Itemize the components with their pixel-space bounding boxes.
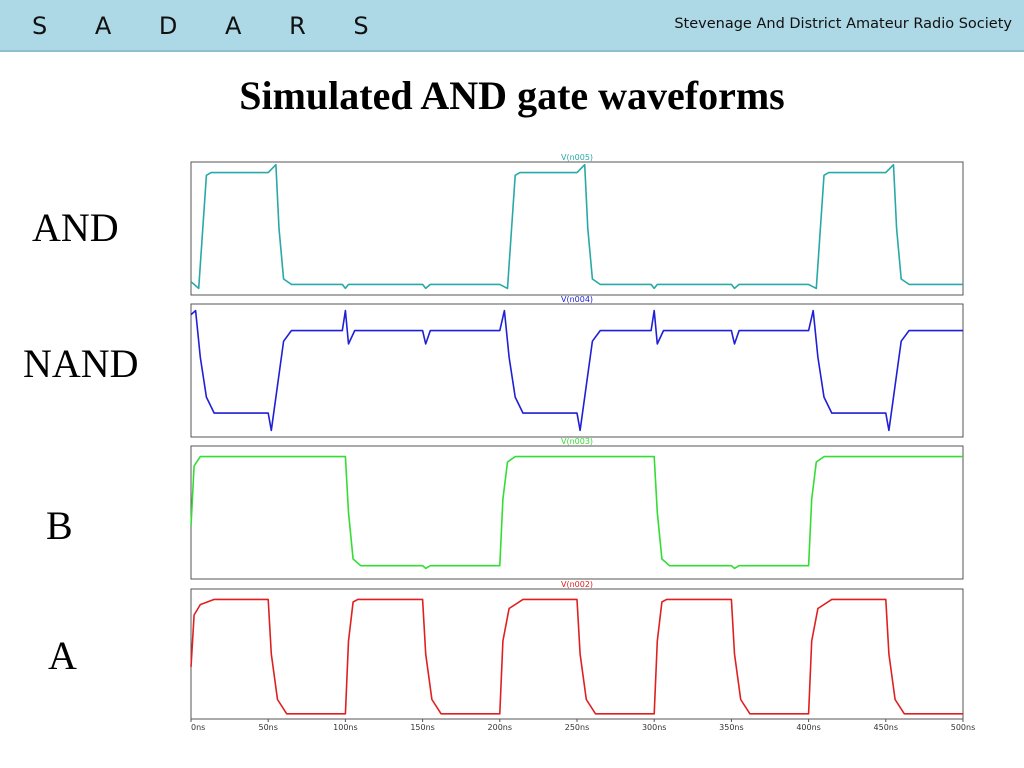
x-tick-label-7: 350ns (719, 723, 744, 732)
header-bar: S A D A R S Stevenage And District Amate… (0, 0, 1024, 52)
x-tick-label-9: 450ns (874, 723, 899, 732)
x-tick-label-1: 50ns (258, 723, 277, 732)
x-tick-label-0: 0ns (191, 723, 205, 732)
x-tick-label-3: 150ns (410, 723, 435, 732)
panel-frame-2 (190, 445, 964, 580)
series-name-0: V(n005) (561, 153, 593, 162)
label-nand: NAND (23, 341, 139, 386)
series-line-3 (190, 598, 963, 715)
series-name-3: V(n002) (561, 580, 593, 589)
label-a: A (48, 633, 77, 678)
x-tick-label-4: 200ns (488, 723, 513, 732)
series-line-2 (190, 455, 963, 570)
series-line-0 (190, 163, 963, 290)
panel-frame-0 (190, 161, 964, 296)
series-name-1: V(n004) (561, 295, 593, 304)
x-tick-label-10: 500ns (951, 723, 976, 732)
x-tick-label-6: 300ns (642, 723, 667, 732)
x-tick-label-5: 250ns (565, 723, 590, 732)
slide-title: Simulated AND gate waveforms (239, 73, 785, 118)
x-tick-label-2: 100ns (333, 723, 358, 732)
label-and: AND (32, 205, 119, 250)
brand-logo-text: S A D A R S (32, 12, 389, 40)
x-tick-label-8: 400ns (796, 723, 821, 732)
label-b: B (46, 503, 73, 548)
series-line-1 (190, 309, 963, 432)
society-name: Stevenage And District Amateur Radio Soc… (674, 16, 1012, 32)
series-name-2: V(n003) (561, 437, 593, 446)
